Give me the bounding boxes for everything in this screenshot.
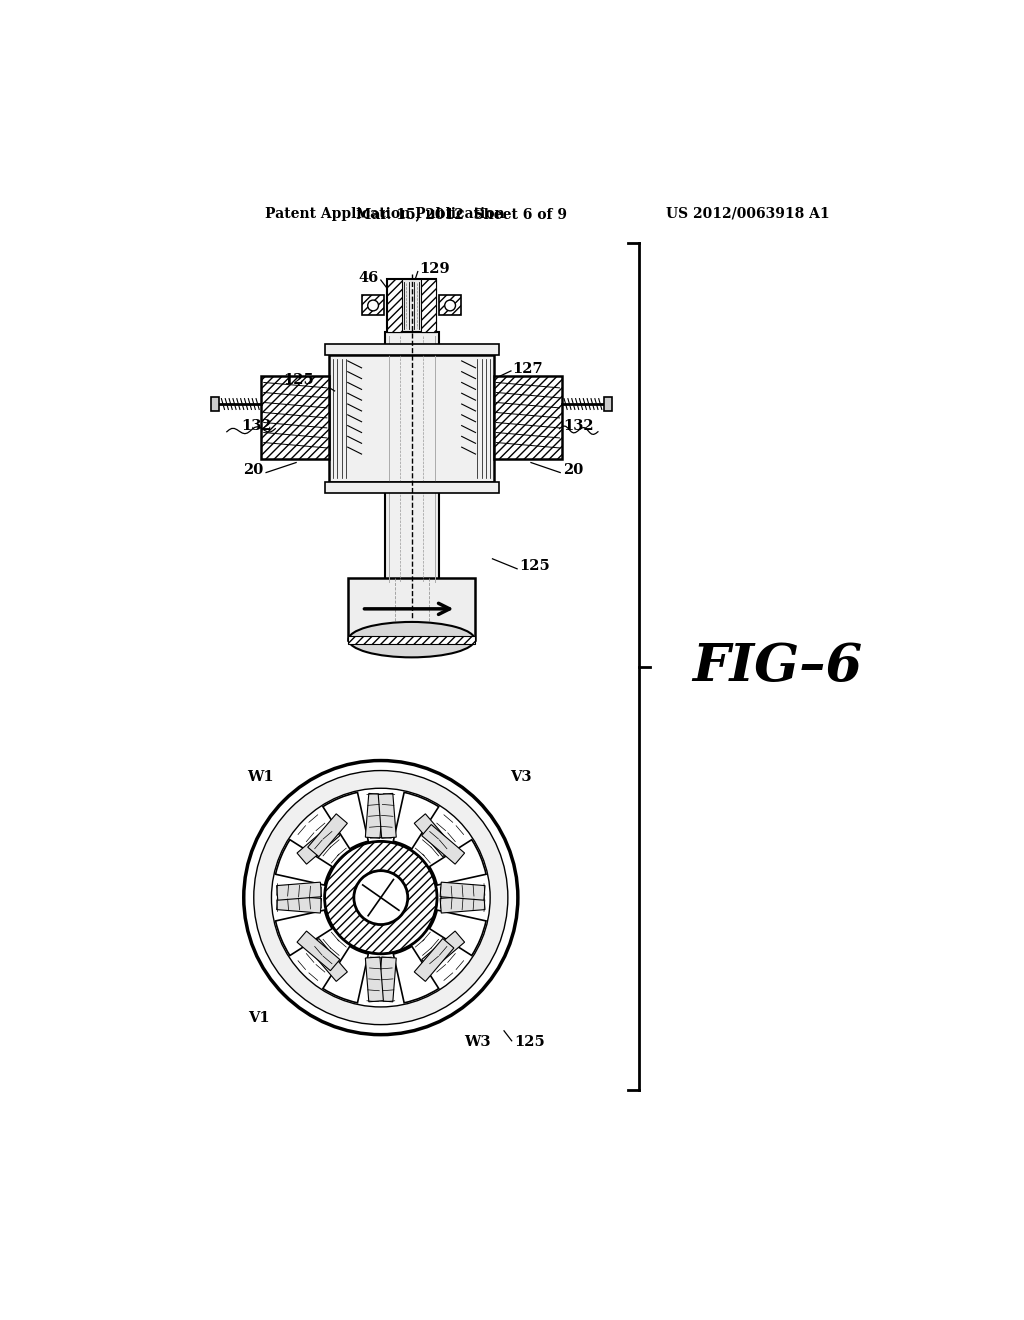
Bar — [440, 895, 485, 913]
Wedge shape — [393, 946, 438, 1003]
Bar — [378, 957, 396, 1002]
Text: 20: 20 — [563, 463, 584, 478]
Circle shape — [354, 871, 408, 924]
Bar — [494, 376, 562, 459]
Text: 132: 132 — [241, 420, 271, 433]
Text: 125: 125 — [514, 1035, 545, 1049]
Circle shape — [271, 788, 490, 1007]
Wedge shape — [323, 946, 369, 1003]
Bar — [308, 939, 347, 981]
Text: W3: W3 — [464, 1035, 490, 1049]
Text: US 2012/0063918 A1: US 2012/0063918 A1 — [666, 207, 829, 220]
Wedge shape — [323, 792, 369, 849]
Bar — [261, 376, 330, 459]
Bar — [366, 957, 383, 1002]
Text: 125: 125 — [519, 560, 550, 573]
Text: 127: 127 — [512, 362, 543, 376]
Text: Mar. 15, 2012  Sheet 6 of 9: Mar. 15, 2012 Sheet 6 of 9 — [356, 207, 567, 220]
Circle shape — [444, 300, 456, 312]
Wedge shape — [393, 792, 438, 849]
Bar — [330, 355, 494, 482]
Bar — [362, 296, 384, 315]
Bar — [325, 482, 499, 492]
Text: V3: V3 — [510, 771, 531, 784]
Wedge shape — [275, 909, 332, 956]
Wedge shape — [429, 840, 486, 886]
Text: FIG–6: FIG–6 — [692, 642, 862, 692]
Text: 129: 129 — [419, 261, 450, 276]
Bar — [348, 578, 475, 640]
Wedge shape — [429, 909, 486, 956]
Bar — [387, 280, 402, 331]
Bar — [366, 793, 383, 838]
Bar — [276, 882, 322, 900]
Bar — [325, 345, 499, 355]
Bar — [415, 814, 454, 857]
Bar — [308, 814, 347, 857]
Text: W1: W1 — [248, 771, 274, 784]
Text: 20: 20 — [243, 463, 263, 478]
Text: V1: V1 — [248, 1011, 269, 1024]
Circle shape — [244, 760, 518, 1035]
Ellipse shape — [348, 622, 475, 657]
Bar — [421, 280, 436, 331]
Text: Patent Application Publication: Patent Application Publication — [265, 207, 505, 220]
Bar — [297, 931, 340, 970]
Bar — [439, 296, 461, 315]
Text: 125: 125 — [283, 374, 313, 387]
Bar — [276, 895, 322, 913]
Bar — [211, 397, 219, 411]
Circle shape — [368, 300, 379, 312]
Bar — [348, 636, 475, 644]
Bar — [378, 793, 396, 838]
Bar — [604, 397, 611, 411]
Circle shape — [325, 841, 437, 954]
Bar — [422, 825, 465, 865]
Bar — [440, 882, 485, 900]
Bar — [385, 331, 438, 586]
Bar — [387, 280, 436, 331]
Bar — [415, 939, 454, 981]
Wedge shape — [275, 840, 332, 886]
Circle shape — [254, 771, 508, 1024]
Bar — [422, 931, 465, 970]
Text: 46: 46 — [358, 271, 379, 285]
Text: 132: 132 — [563, 420, 594, 433]
Bar — [297, 825, 340, 865]
